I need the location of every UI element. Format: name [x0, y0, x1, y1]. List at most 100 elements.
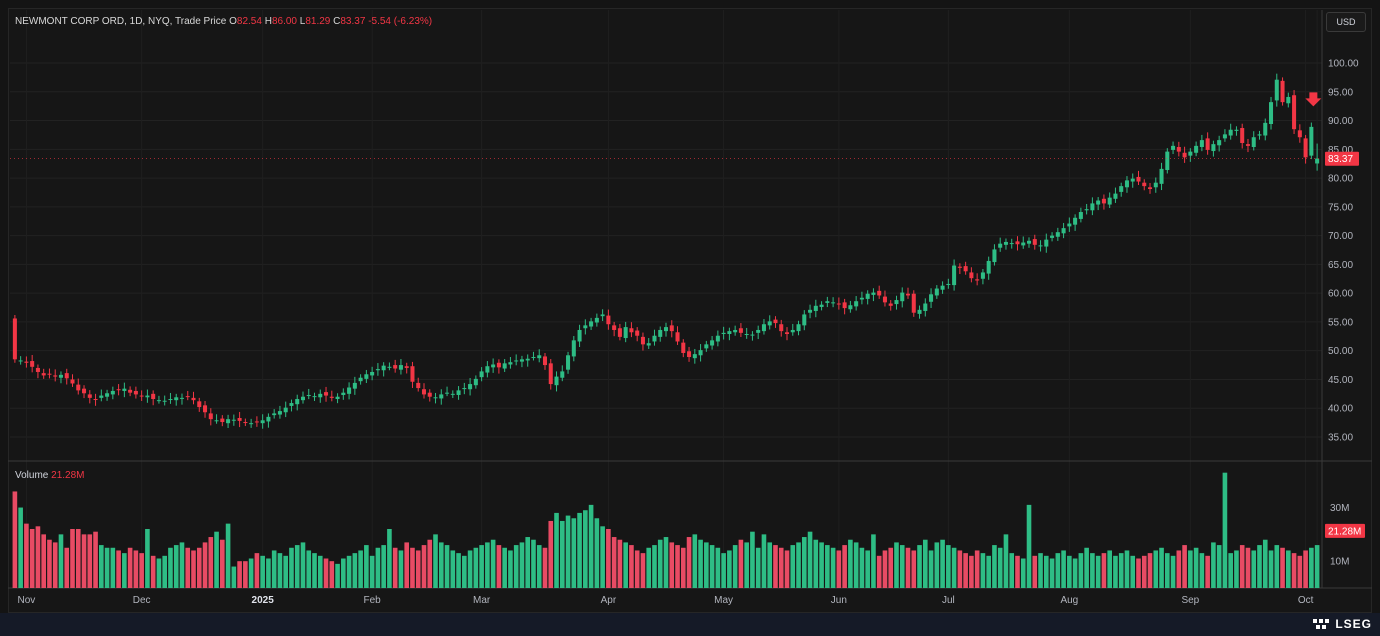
volume-bar	[1055, 553, 1061, 588]
volume-bar	[58, 534, 64, 588]
candle-body	[715, 335, 720, 342]
price-tick-label: 85.00	[1328, 145, 1353, 156]
volume-bar	[381, 545, 386, 588]
candle-body	[433, 397, 438, 399]
price-tick-label: 35.00	[1328, 432, 1353, 443]
candle-body	[975, 279, 980, 281]
candle-body	[491, 364, 496, 368]
volume-bar	[1032, 555, 1038, 588]
volume-bar	[462, 555, 467, 588]
volume-bar	[646, 547, 652, 588]
price-tick-label: 100.00	[1328, 59, 1359, 70]
volume-bar	[392, 547, 398, 588]
candle-body	[531, 357, 536, 359]
candle-body	[1165, 151, 1170, 171]
candle-body	[133, 390, 138, 395]
volume-bar	[225, 523, 231, 588]
candle-body	[1148, 187, 1153, 190]
candle-body	[151, 393, 156, 400]
candle-body	[462, 388, 467, 390]
candle-body	[1263, 122, 1268, 136]
volume-bar	[12, 491, 18, 588]
candle-body	[1055, 232, 1060, 237]
candle-body	[1240, 128, 1245, 143]
lseg-logo: LSEG	[1312, 617, 1372, 631]
candle-body	[283, 407, 288, 413]
candle-body	[911, 293, 916, 313]
candle-body	[727, 331, 732, 334]
candle-body	[306, 394, 311, 396]
down-arrow-annotation	[1305, 92, 1322, 107]
volume-bar	[369, 555, 375, 588]
volume-bar	[669, 542, 675, 588]
candle-body	[1280, 80, 1285, 103]
candle-body	[796, 324, 801, 332]
candle-body	[1142, 182, 1147, 187]
candle-body	[485, 366, 490, 373]
candle-body	[744, 334, 749, 335]
price-tick-label: 45.00	[1328, 375, 1353, 386]
volume-bar	[727, 550, 732, 588]
volume-bar	[485, 542, 490, 588]
candle-body	[12, 318, 17, 360]
candle-body	[929, 294, 934, 302]
candle-body	[963, 266, 968, 272]
change-value: -5.54 (-6.23%)	[368, 16, 433, 27]
volume-bar	[312, 553, 317, 588]
volume-bar	[1234, 550, 1239, 588]
volume-bar	[35, 526, 41, 588]
candle-body	[30, 361, 35, 367]
volume-bar	[1141, 555, 1147, 588]
candle-body	[986, 260, 991, 274]
volume-bar	[306, 550, 312, 588]
candle-body	[272, 413, 277, 416]
high-value: 86.00	[271, 16, 297, 27]
candle-body	[82, 388, 87, 394]
currency-button[interactable]: USD	[1326, 12, 1366, 32]
volume-bar	[992, 545, 997, 588]
candle-body	[756, 329, 761, 333]
candle-body	[122, 388, 127, 391]
candle-body	[364, 374, 369, 379]
volume-bar	[894, 542, 899, 588]
candle-body	[1124, 180, 1129, 188]
candle-body	[784, 332, 790, 334]
candle-body	[266, 416, 271, 422]
candle-body	[439, 394, 444, 399]
volume-bar	[1067, 555, 1072, 588]
candle-body	[347, 387, 352, 394]
volume-value: 21.28M	[51, 470, 85, 481]
volume-bar	[202, 542, 208, 588]
candle-body	[738, 328, 743, 333]
volume-bar	[1216, 545, 1222, 588]
volume-bar	[490, 539, 496, 588]
volume-bar	[248, 558, 254, 588]
candle-body	[1073, 217, 1078, 225]
volume-bar	[865, 550, 870, 588]
candle-body	[681, 342, 686, 353]
volume-bar	[1078, 553, 1084, 588]
candle-body	[600, 314, 605, 317]
volume-bar	[277, 553, 283, 588]
volume-bar	[905, 547, 911, 588]
volume-bar	[698, 539, 703, 588]
volume-bar	[1084, 547, 1089, 588]
candle-body	[1159, 168, 1164, 184]
volume-bar	[41, 534, 46, 588]
volume-bar	[899, 545, 905, 588]
candle-body	[1269, 102, 1274, 124]
candle-body	[894, 300, 899, 305]
candle-body	[1021, 242, 1026, 246]
volume-bar	[640, 553, 646, 588]
volume-bar	[940, 539, 945, 588]
candle-body	[1153, 182, 1158, 188]
volume-bar	[600, 526, 605, 588]
volume-bar	[415, 550, 421, 588]
candle-body	[156, 400, 161, 402]
last-volume-label: 21.28M	[1328, 526, 1361, 537]
candle-body	[18, 360, 23, 362]
volume-bar	[1130, 555, 1136, 588]
volume-bar	[559, 520, 565, 588]
candle-body	[421, 389, 427, 395]
